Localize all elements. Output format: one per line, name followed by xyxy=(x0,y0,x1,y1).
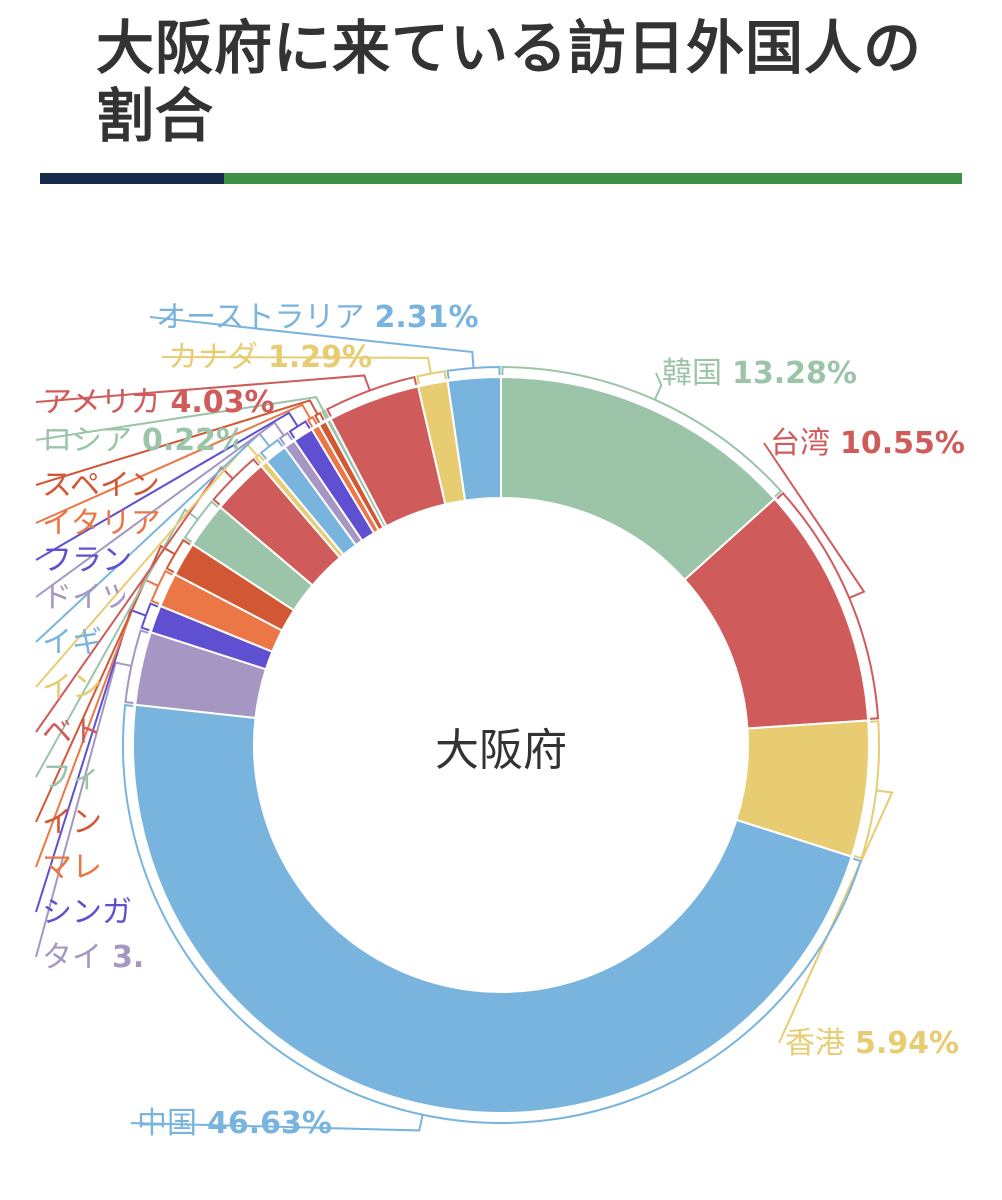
title-underline-dark xyxy=(40,173,224,184)
slice-label-13: ドイツ xyxy=(42,580,132,615)
slice-label-3: 香港 5.94% xyxy=(785,1026,959,1061)
slice-bracket-15 xyxy=(306,415,318,428)
slice-bracket-9 xyxy=(183,500,219,543)
slice-label-value: 13.28% xyxy=(732,356,857,391)
title-underline-green xyxy=(224,173,962,184)
leader-line-2 xyxy=(763,442,866,599)
slice-label-name: 中国 xyxy=(137,1106,197,1141)
slice-label-9: フィ xyxy=(42,760,101,795)
leader-lines xyxy=(35,316,894,1132)
slice-label-name: イギ xyxy=(42,625,102,660)
leader-line-6 xyxy=(35,608,147,913)
slice-label-name: フラン xyxy=(42,543,132,578)
slice-label-value: 3. xyxy=(112,940,144,975)
leader-line-13 xyxy=(35,421,285,598)
leader-line-1 xyxy=(653,372,663,401)
slice-label-value: 2.31% xyxy=(375,300,479,335)
slice-label-15: イタリア xyxy=(42,506,161,541)
leader-line-20 xyxy=(149,316,475,369)
slice-label-7: マレ xyxy=(42,850,102,885)
slice-label-value: 5.94% xyxy=(855,1026,959,1061)
slice-bracket-5 xyxy=(124,629,149,705)
slice-label-14: フラン xyxy=(42,543,132,578)
slice-label-name: シンガ xyxy=(42,895,132,930)
slice-label-name: フィ xyxy=(42,760,101,795)
slice-label-value: 4.03% xyxy=(171,385,275,420)
slice-label-name: 韓国 xyxy=(662,356,722,391)
leader-line-4 xyxy=(130,1114,424,1132)
leader-line-16 xyxy=(35,399,319,486)
slice-label-name: イン xyxy=(42,670,102,705)
slice-label-name: 台湾 xyxy=(770,426,830,461)
slice-label-2: 台湾 10.55% xyxy=(770,426,965,461)
leader-line-5 xyxy=(35,661,132,958)
slice-label-6: シンガ xyxy=(42,895,132,930)
slice-label-1: 韓国 13.28% xyxy=(662,356,857,391)
slice-label-name: イタリア xyxy=(42,506,161,541)
leader-line-8 xyxy=(35,544,176,823)
slice-label-name: マレ xyxy=(42,850,102,885)
slice-label-name: カナダ xyxy=(168,340,258,375)
slice-label-4: 中国 46.63% xyxy=(137,1106,332,1141)
slice-label-name: ロシア xyxy=(42,423,132,458)
leader-line-15 xyxy=(35,403,312,524)
slice-label-name: アメリカ xyxy=(42,385,161,420)
slice-label-name: タイ xyxy=(42,940,102,975)
slice-label-10: ベト xyxy=(42,715,102,750)
leader-line-19 xyxy=(161,356,432,374)
slice-label-name: オーストラリア xyxy=(156,300,365,335)
donut-slices xyxy=(132,375,870,1114)
slice-label-5: タイ 3. xyxy=(42,940,144,975)
slice-bracket-16 xyxy=(313,411,325,424)
slice-label-18: アメリカ 4.03% xyxy=(42,385,275,420)
slice-label-name: イン xyxy=(42,805,102,840)
slice-20[interactable] xyxy=(446,375,502,502)
leader-line-9 xyxy=(35,508,199,778)
page-title: 大阪府に来ている訪日外国人の割合 xyxy=(96,14,923,150)
slice-label-17: ロシア 0.22% xyxy=(42,423,246,458)
leader-line-17 xyxy=(35,395,325,441)
leader-line-14 xyxy=(35,411,299,561)
slice-label-12: イギ xyxy=(42,625,102,660)
slice-label-16: スペイン xyxy=(42,468,160,503)
slice-label-11: イン xyxy=(42,670,102,705)
slice-label-name: ドイツ xyxy=(42,580,132,615)
slice-label-value: 1.29% xyxy=(268,340,372,375)
slice-bracket-4 xyxy=(122,704,862,1124)
slice-bracket-14 xyxy=(288,420,311,439)
donut-center-label: 大阪府 xyxy=(435,725,567,776)
slice-bracket-8 xyxy=(165,538,191,574)
slice-label-name: スペイン xyxy=(42,468,160,503)
slice-bracket-20 xyxy=(446,365,501,379)
slice-label-value: 46.63% xyxy=(207,1106,332,1141)
slice-bracket-13 xyxy=(278,431,293,446)
slice-bracket-3 xyxy=(853,720,880,860)
slice-labels: 韓国 13.28% 台湾 10.55% 香港 5.94% 中国 46.63% タイ 3. シンガ マレ… xyxy=(42,300,965,1141)
leader-line-10 xyxy=(35,465,234,733)
slice-label-19: カナダ 1.29% xyxy=(168,340,372,375)
leader-line-18 xyxy=(35,374,371,403)
slice-bracket-7 xyxy=(150,569,173,605)
slice-4[interactable] xyxy=(132,703,853,1114)
slice-label-value: 10.55% xyxy=(840,426,965,461)
slice-label-name: ベト xyxy=(42,715,102,750)
slice-label-20: オーストラリア 2.31% xyxy=(156,300,479,335)
slice-label-8: イン xyxy=(42,805,102,840)
slice-label-name: 香港 xyxy=(785,1026,845,1061)
leader-line-3 xyxy=(778,789,894,1044)
slice-label-value: 0.22% xyxy=(142,423,246,458)
